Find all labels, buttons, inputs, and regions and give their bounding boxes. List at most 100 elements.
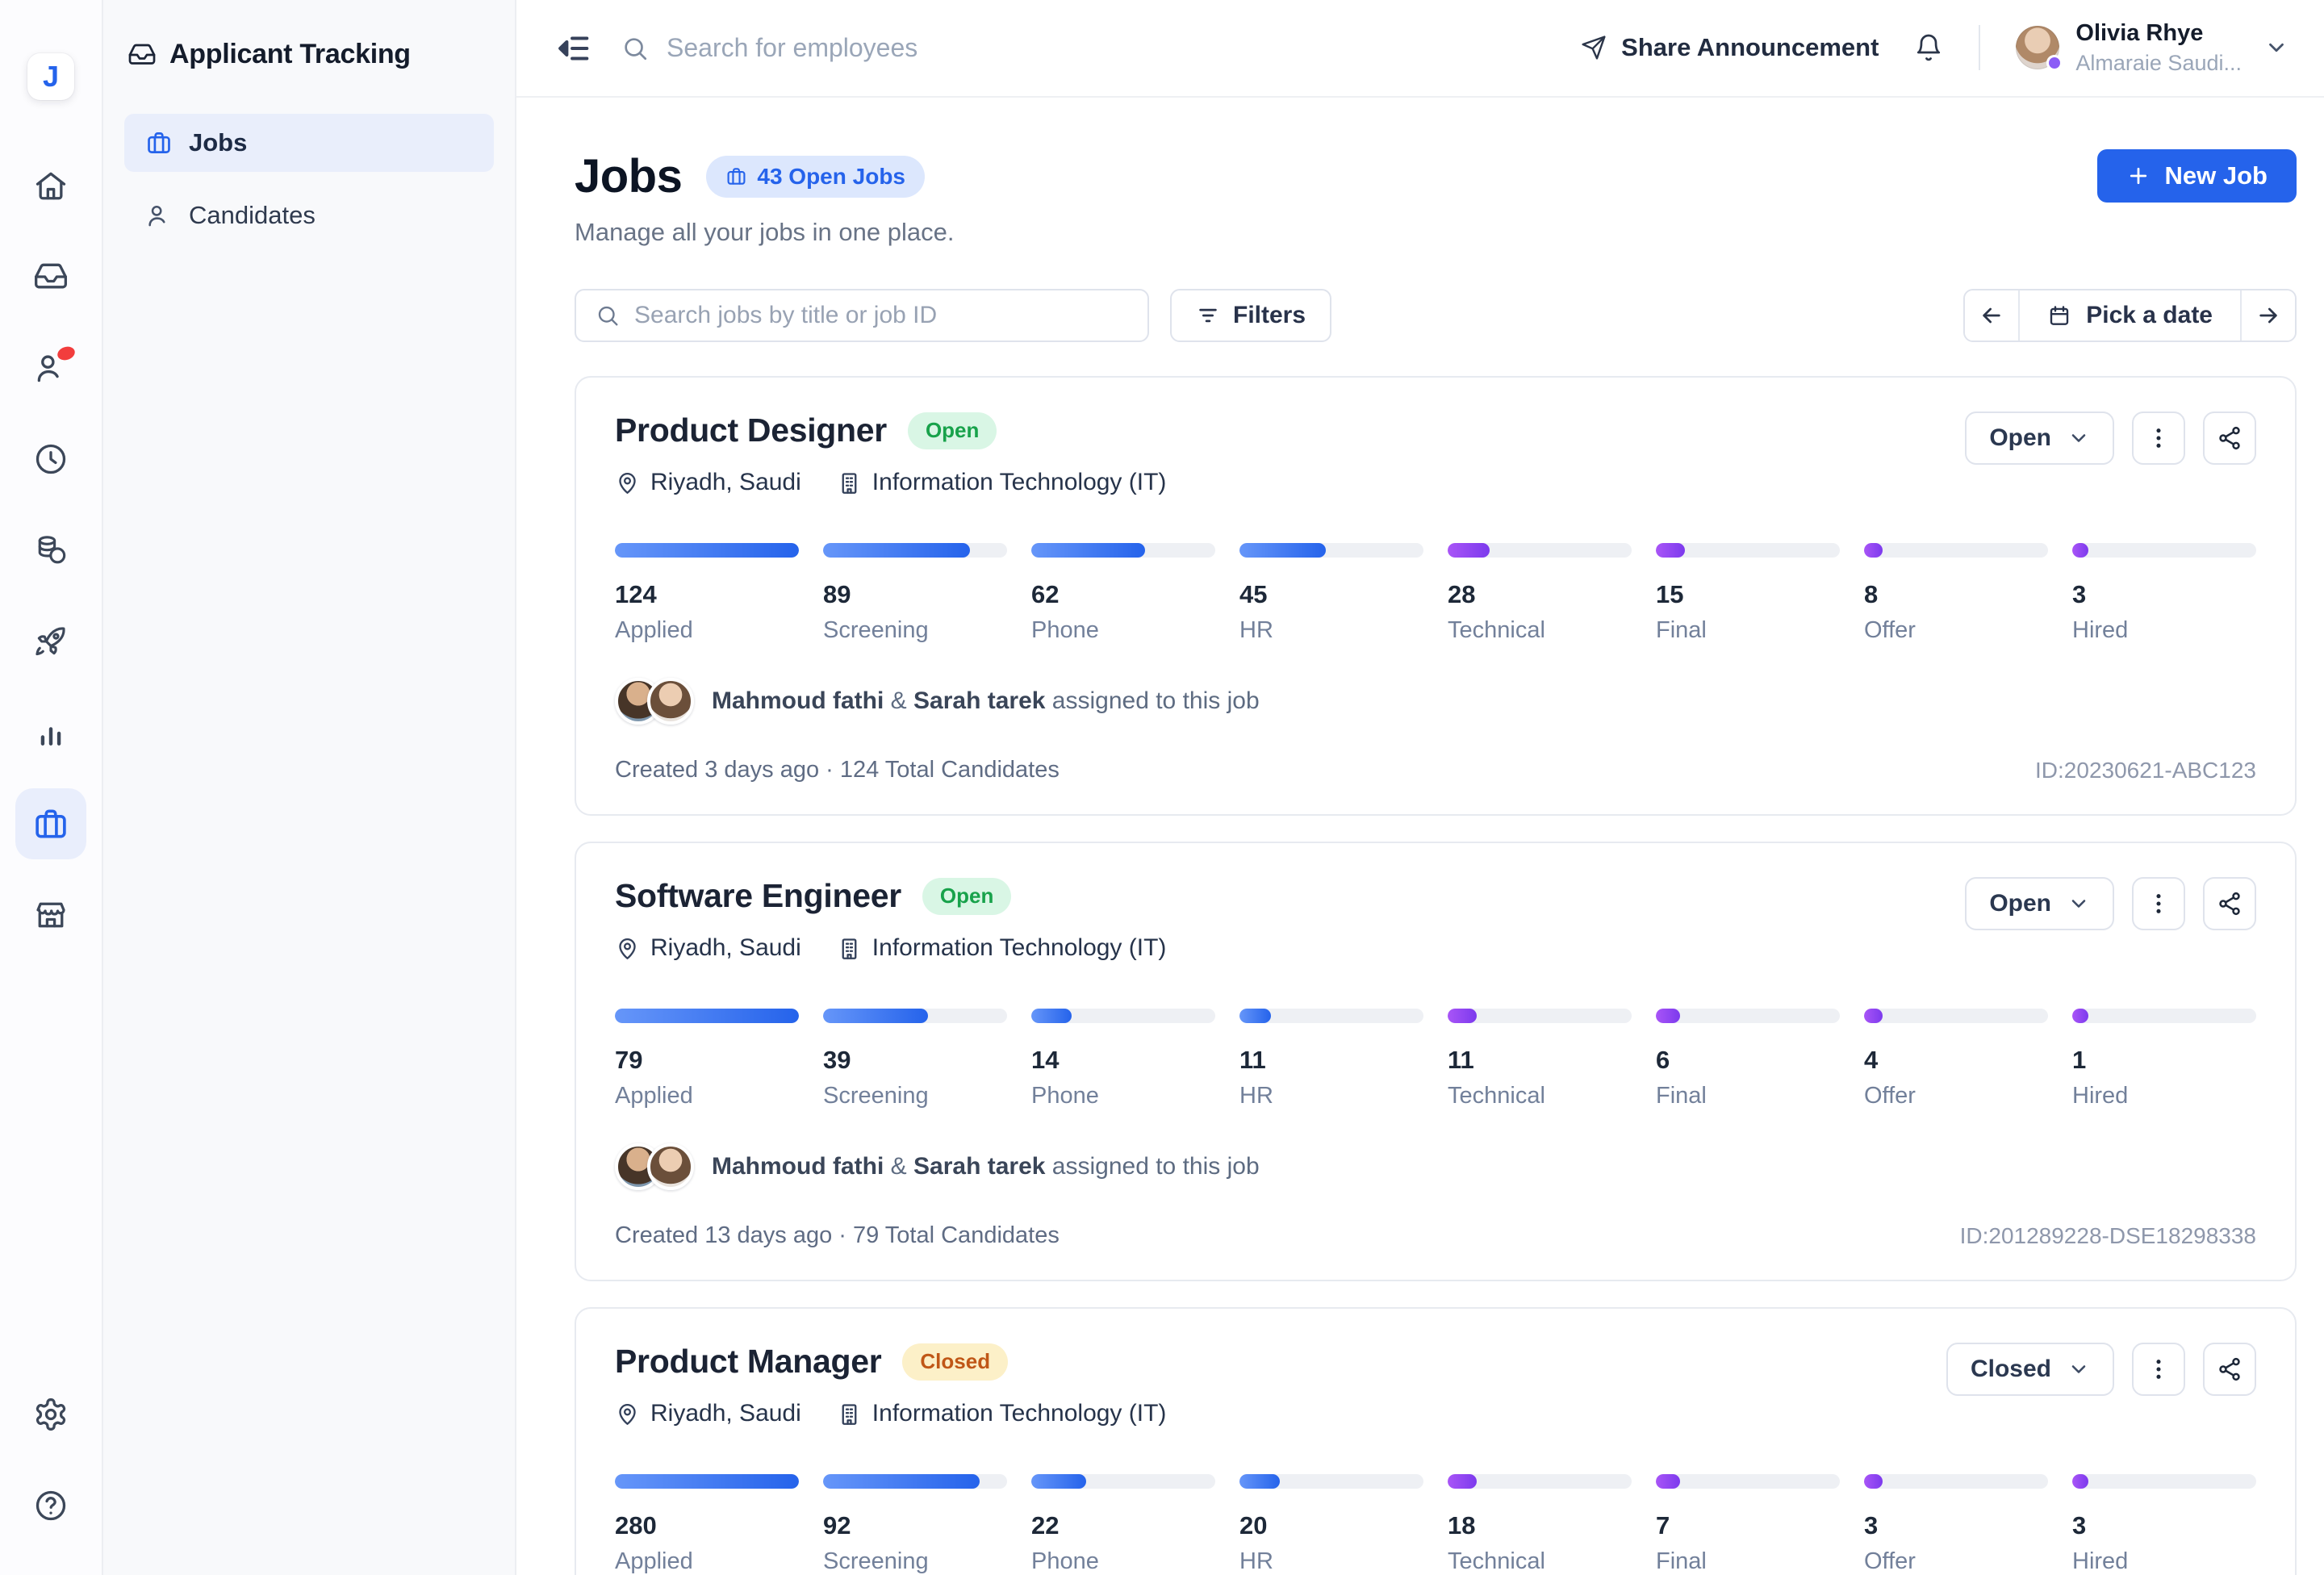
people-icon xyxy=(145,202,173,229)
share-job-button[interactable] xyxy=(2203,412,2256,465)
arrow-left-icon xyxy=(1979,303,2004,328)
new-job-button[interactable]: New Job xyxy=(2096,149,2297,203)
stage-count: 7 xyxy=(1656,1511,1670,1539)
previous-date-button[interactable] xyxy=(1965,290,2019,340)
stage-count: 3 xyxy=(1864,1511,1879,1539)
stage-count: 39 xyxy=(823,1046,851,1074)
next-date-button[interactable] xyxy=(2242,290,2295,340)
stage-label: Hired xyxy=(2072,1548,2129,1574)
stage-progress-bar xyxy=(1864,1009,1883,1023)
sidebar-item-candidates[interactable]: Candidates xyxy=(124,186,494,244)
stage-count: 15 xyxy=(1656,580,1684,608)
stage-track xyxy=(615,1009,799,1023)
user-profile-menu[interactable]: Olivia Rhye Almaraie Saudi... xyxy=(2016,20,2288,75)
job-status-dropdown[interactable]: Open xyxy=(1965,412,2114,465)
stage-track xyxy=(823,1474,1007,1489)
filter-icon xyxy=(1196,303,1220,328)
job-department: Information Technology (IT) xyxy=(837,469,1166,496)
share-announcement-button[interactable]: Share Announcement xyxy=(1581,33,1879,62)
job-id: ID:201289228-DSE18298338 xyxy=(1959,1222,2256,1248)
stage-label: HR xyxy=(1239,1548,1273,1574)
stage-track xyxy=(1239,543,1423,558)
more-options-button[interactable] xyxy=(2132,1343,2185,1396)
assigned-text: Mahmoud fathi & Sarah tarek assigned to … xyxy=(712,1153,1260,1180)
job-id: ID:20230621-ABC123 xyxy=(2035,757,2256,783)
stage-count: 8 xyxy=(1864,580,1879,608)
share-icon xyxy=(2217,425,2242,451)
pipeline-stage: 11 HR xyxy=(1239,1009,1423,1109)
stage-count: 14 xyxy=(1031,1046,1060,1074)
stage-progress-bar xyxy=(615,1009,799,1023)
pipeline-stage: 45 HR xyxy=(1239,543,1423,644)
storefront-icon[interactable] xyxy=(33,897,69,933)
stage-progress-bar xyxy=(2072,1009,2088,1023)
stage-label: Offer xyxy=(1864,617,1916,643)
logo-letter: J xyxy=(42,60,60,93)
pipeline-stage: 3 Hired xyxy=(2072,543,2256,644)
stage-count: 11 xyxy=(1448,1046,1474,1074)
stage-label: Applied xyxy=(615,1548,693,1574)
sidebar: Applicant Tracking Jobs Candidates xyxy=(103,0,516,1575)
pipeline-stage: 62 Phone xyxy=(1031,543,1215,644)
inbox-icon[interactable] xyxy=(33,259,69,295)
job-card: Product Manager Closed Riyadh, Saudi Inf… xyxy=(575,1307,2297,1575)
share-job-button[interactable] xyxy=(2203,1343,2256,1396)
created-line: Created 13 days ago · 79 Total Candidate… xyxy=(615,1222,1060,1248)
collapse-sidebar-icon[interactable] xyxy=(555,30,592,67)
calendar-icon xyxy=(2047,303,2071,328)
briefcase-icon-active[interactable] xyxy=(15,788,86,859)
sidebar-item-jobs[interactable]: Jobs xyxy=(124,114,494,172)
stage-count: 92 xyxy=(823,1511,851,1539)
stage-track xyxy=(1448,543,1632,558)
assignee-avatar xyxy=(647,1143,694,1190)
home-icon[interactable] xyxy=(33,168,69,203)
tray-icon xyxy=(127,40,157,69)
sidebar-item-label: Candidates xyxy=(189,201,316,229)
help-circle-icon[interactable] xyxy=(33,1488,69,1523)
job-search-input[interactable] xyxy=(634,302,1128,329)
stage-progress-bar xyxy=(823,1474,980,1489)
clock-icon[interactable] xyxy=(33,441,69,477)
candidates-icon[interactable] xyxy=(33,344,77,386)
pick-a-date-button[interactable]: Pick a date xyxy=(2018,290,2242,340)
app-logo[interactable]: J xyxy=(27,53,74,100)
user-avatar xyxy=(2016,26,2063,72)
stage-progress-bar xyxy=(823,543,971,558)
stage-progress-bar xyxy=(1448,543,1490,558)
assignee-avatar xyxy=(647,678,694,725)
settings-gear-icon[interactable] xyxy=(33,1397,69,1432)
bar-chart-icon[interactable] xyxy=(33,715,69,750)
stage-label: Final xyxy=(1656,1548,1707,1574)
stage-label: Applied xyxy=(615,1083,693,1109)
filters-button[interactable]: Filters xyxy=(1170,289,1332,342)
stage-label: Technical xyxy=(1448,1083,1545,1109)
more-options-button[interactable] xyxy=(2132,877,2185,930)
stage-label: Screening xyxy=(823,617,929,643)
stage-count: 4 xyxy=(1864,1046,1879,1074)
stage-count: 45 xyxy=(1239,580,1268,608)
pipeline-stage: 28 Technical xyxy=(1448,543,1632,644)
stage-label: HR xyxy=(1239,617,1273,643)
share-job-button[interactable] xyxy=(2203,877,2256,930)
pipeline-stage: 4 Offer xyxy=(1864,1009,2048,1109)
rocket-icon[interactable] xyxy=(33,624,69,659)
status-badge: Open xyxy=(922,877,1012,915)
date-range-control: Pick a date xyxy=(1963,289,2297,342)
stage-label: Hired xyxy=(2072,617,2129,643)
topbar-divider xyxy=(1979,25,1981,71)
notifications-bell-icon[interactable] xyxy=(1914,33,1943,62)
stage-progress-bar xyxy=(1031,1474,1087,1489)
assigned-text: Mahmoud fathi & Sarah tarek assigned to … xyxy=(712,687,1260,714)
stage-track xyxy=(1656,543,1840,558)
coins-icon[interactable] xyxy=(33,533,69,568)
job-status-dropdown[interactable]: Open xyxy=(1965,877,2114,930)
job-status-dropdown[interactable]: Closed xyxy=(1946,1343,2114,1396)
stage-progress-bar xyxy=(615,1474,799,1489)
search-icon xyxy=(596,303,620,328)
pipeline-stage: 6 Final xyxy=(1656,1009,1840,1109)
stage-count: 3 xyxy=(2072,580,2087,608)
pipeline-stage: 7 Final xyxy=(1656,1474,1840,1575)
stage-progress-bar xyxy=(1656,543,1686,558)
employee-search-input[interactable] xyxy=(667,33,1553,63)
more-options-button[interactable] xyxy=(2132,412,2185,465)
